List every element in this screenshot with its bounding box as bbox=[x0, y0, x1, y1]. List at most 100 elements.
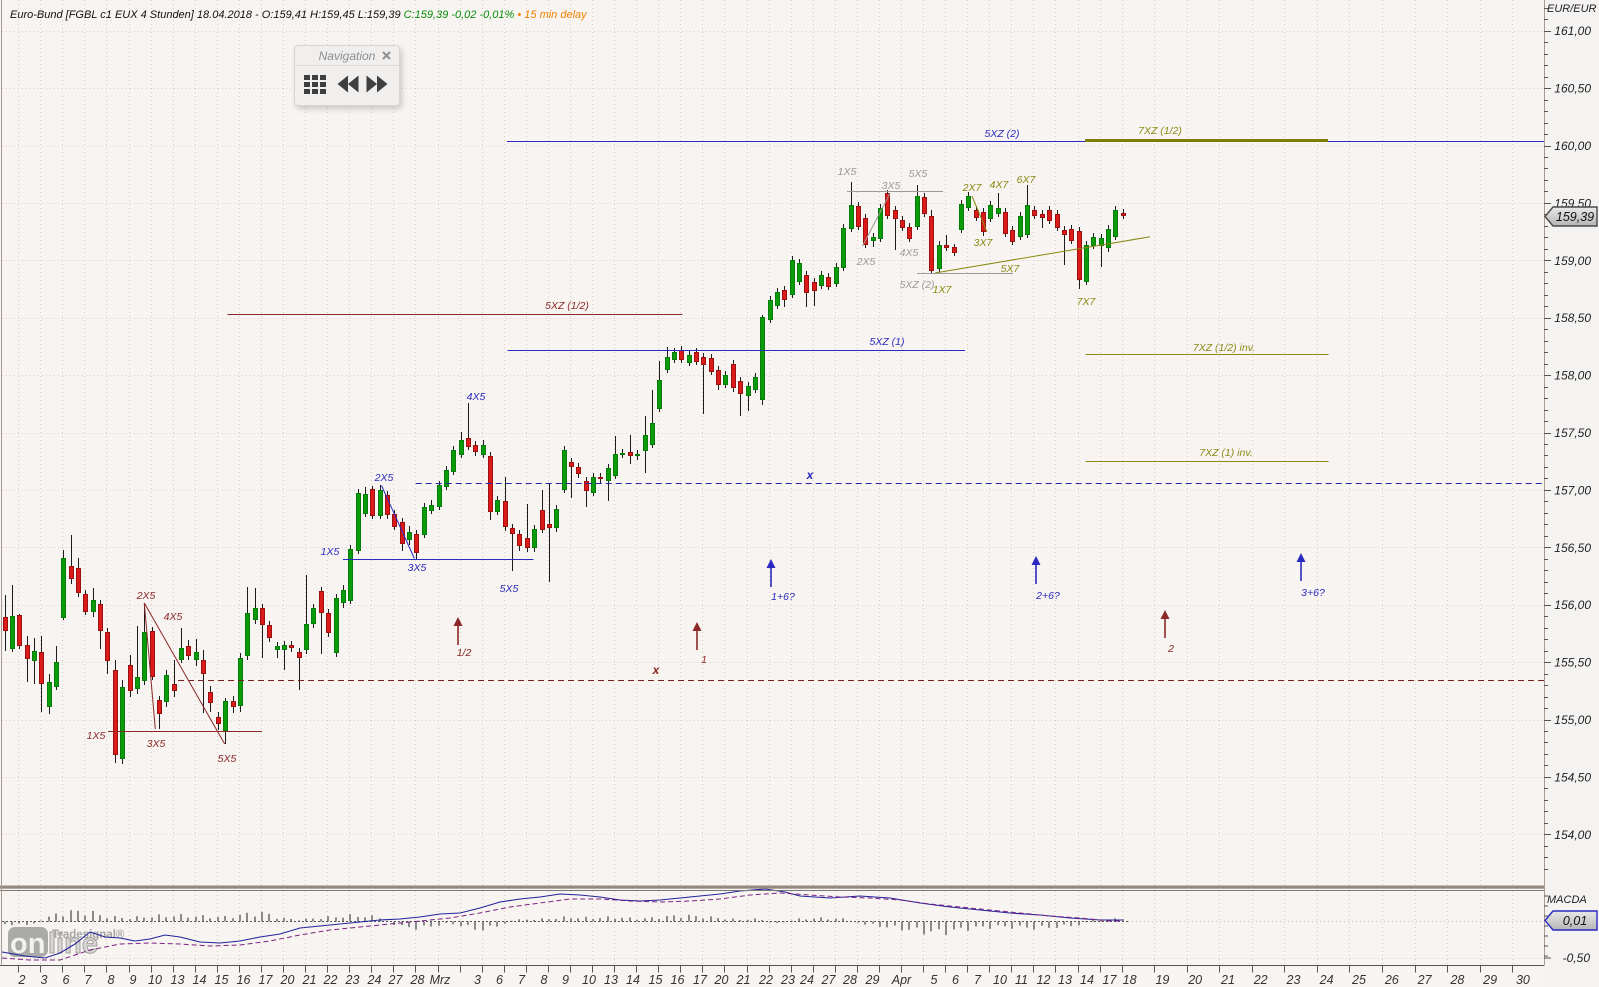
svg-text:0,01: 0,01 bbox=[1563, 914, 1587, 928]
svg-text:3+6?: 3+6? bbox=[1301, 587, 1325, 599]
svg-text:2+6?: 2+6? bbox=[1035, 590, 1060, 602]
svg-text:4X5: 4X5 bbox=[900, 247, 919, 259]
svg-text:x: x bbox=[806, 468, 815, 482]
svg-text:28: 28 bbox=[842, 973, 857, 987]
svg-text:2: 2 bbox=[18, 973, 26, 987]
svg-text:1+6?: 1+6? bbox=[771, 591, 795, 603]
svg-text:1X5: 1X5 bbox=[87, 730, 106, 742]
svg-text:6: 6 bbox=[63, 973, 70, 987]
svg-text:10: 10 bbox=[993, 973, 1007, 987]
svg-text:15: 15 bbox=[215, 973, 229, 987]
svg-text:2: 2 bbox=[1167, 643, 1174, 655]
svg-text:156,00: 156,00 bbox=[1554, 598, 1591, 612]
svg-text:24: 24 bbox=[367, 973, 382, 987]
svg-text:3: 3 bbox=[474, 973, 481, 987]
svg-text:EUR/EUR: EUR/EUR bbox=[1547, 3, 1597, 15]
svg-text:5XZ (2): 5XZ (2) bbox=[984, 128, 1019, 140]
svg-text:MACDA: MACDA bbox=[1547, 894, 1587, 906]
svg-text:2X7: 2X7 bbox=[962, 182, 983, 194]
svg-text:155,00: 155,00 bbox=[1554, 713, 1591, 727]
svg-text:5X5: 5X5 bbox=[500, 583, 519, 595]
svg-text:26: 26 bbox=[1384, 973, 1399, 987]
svg-text:17: 17 bbox=[1103, 973, 1118, 987]
svg-text:2X5: 2X5 bbox=[136, 590, 156, 602]
svg-text:28: 28 bbox=[1449, 973, 1464, 987]
svg-text:Euro-Bund [FGBL c1 EUX 4 Stund: Euro-Bund [FGBL c1 EUX 4 Stunden] 18.04.… bbox=[10, 9, 588, 21]
svg-text:21: 21 bbox=[736, 973, 751, 987]
svg-text:4X5: 4X5 bbox=[164, 611, 183, 623]
svg-text:14: 14 bbox=[1080, 973, 1094, 987]
svg-text:5X7: 5X7 bbox=[1001, 263, 1021, 275]
svg-text:on: on bbox=[10, 928, 45, 960]
svg-text:157,00: 157,00 bbox=[1554, 483, 1591, 497]
svg-text:154,50: 154,50 bbox=[1554, 770, 1591, 784]
svg-text:22: 22 bbox=[323, 973, 338, 987]
svg-text:159,00: 159,00 bbox=[1554, 254, 1591, 268]
svg-text:17: 17 bbox=[259, 973, 274, 987]
svg-text:30: 30 bbox=[1516, 973, 1530, 987]
svg-text:1X7: 1X7 bbox=[933, 284, 953, 296]
svg-text:6: 6 bbox=[952, 973, 959, 987]
svg-text:10: 10 bbox=[582, 973, 596, 987]
svg-text:2X5: 2X5 bbox=[856, 256, 876, 268]
svg-text:10: 10 bbox=[148, 973, 162, 987]
svg-text:20: 20 bbox=[714, 973, 729, 987]
svg-text:16: 16 bbox=[237, 973, 251, 987]
svg-text:158,50: 158,50 bbox=[1554, 311, 1591, 325]
svg-text:5: 5 bbox=[931, 973, 938, 987]
svg-text:12: 12 bbox=[1037, 973, 1051, 987]
svg-text:19: 19 bbox=[1155, 973, 1169, 987]
svg-text:5XZ (1): 5XZ (1) bbox=[869, 336, 904, 348]
svg-text:158,00: 158,00 bbox=[1554, 369, 1591, 383]
svg-text:29: 29 bbox=[865, 973, 880, 987]
svg-text:4X7: 4X7 bbox=[990, 179, 1010, 191]
svg-text:21: 21 bbox=[1220, 973, 1235, 987]
svg-text:9: 9 bbox=[130, 973, 137, 987]
svg-text:1/2: 1/2 bbox=[457, 647, 472, 659]
svg-text:8: 8 bbox=[108, 973, 115, 987]
svg-text:14: 14 bbox=[626, 973, 640, 987]
svg-text:7: 7 bbox=[974, 973, 982, 987]
svg-text:21: 21 bbox=[302, 973, 317, 987]
svg-text:7XZ (1) inv.: 7XZ (1) inv. bbox=[1199, 447, 1252, 459]
svg-text:24: 24 bbox=[1319, 973, 1334, 987]
svg-text:4X5: 4X5 bbox=[467, 391, 486, 403]
svg-text:20: 20 bbox=[1187, 973, 1202, 987]
svg-text:14: 14 bbox=[193, 973, 207, 987]
svg-text:1X5: 1X5 bbox=[321, 546, 340, 558]
svg-text:3: 3 bbox=[41, 973, 48, 987]
svg-text:161,00: 161,00 bbox=[1554, 24, 1591, 38]
svg-text:156,50: 156,50 bbox=[1554, 541, 1591, 555]
svg-text:9: 9 bbox=[562, 973, 569, 987]
svg-text:5XZ (2): 5XZ (2) bbox=[899, 279, 934, 291]
svg-text:15: 15 bbox=[649, 973, 663, 987]
svg-text:Tradesignal®: Tradesignal® bbox=[52, 929, 125, 941]
svg-text:7XZ (1/2): 7XZ (1/2) bbox=[1138, 125, 1182, 137]
svg-text:23: 23 bbox=[780, 973, 795, 987]
svg-text:7X7: 7X7 bbox=[1077, 296, 1097, 308]
svg-text:29: 29 bbox=[1482, 973, 1497, 987]
svg-text:160,50: 160,50 bbox=[1554, 82, 1591, 96]
svg-text:1: 1 bbox=[701, 654, 707, 666]
svg-text:3X5: 3X5 bbox=[408, 562, 427, 574]
svg-text:7XZ (1/2) inv.: 7XZ (1/2) inv. bbox=[1193, 342, 1255, 354]
svg-text:5XZ (1/2): 5XZ (1/2) bbox=[545, 300, 589, 312]
svg-text:-0,50: -0,50 bbox=[1563, 951, 1591, 965]
svg-text:23: 23 bbox=[1286, 973, 1301, 987]
svg-text:18: 18 bbox=[1123, 973, 1137, 987]
svg-text:20: 20 bbox=[280, 973, 295, 987]
svg-text:3X5: 3X5 bbox=[147, 738, 166, 750]
svg-text:13: 13 bbox=[171, 973, 185, 987]
svg-text:3X7: 3X7 bbox=[974, 237, 994, 249]
svg-text:6: 6 bbox=[496, 973, 503, 987]
svg-text:11: 11 bbox=[1015, 973, 1028, 987]
svg-text:6X7: 6X7 bbox=[1017, 174, 1037, 186]
svg-text:27: 27 bbox=[821, 973, 837, 987]
svg-text:154,00: 154,00 bbox=[1554, 828, 1591, 842]
svg-text:23: 23 bbox=[345, 973, 360, 987]
svg-text:160,00: 160,00 bbox=[1554, 139, 1591, 153]
svg-text:25: 25 bbox=[1351, 973, 1366, 987]
svg-text:Mrz: Mrz bbox=[430, 973, 452, 987]
svg-text:13: 13 bbox=[1058, 973, 1072, 987]
svg-text:2X5: 2X5 bbox=[374, 472, 394, 484]
